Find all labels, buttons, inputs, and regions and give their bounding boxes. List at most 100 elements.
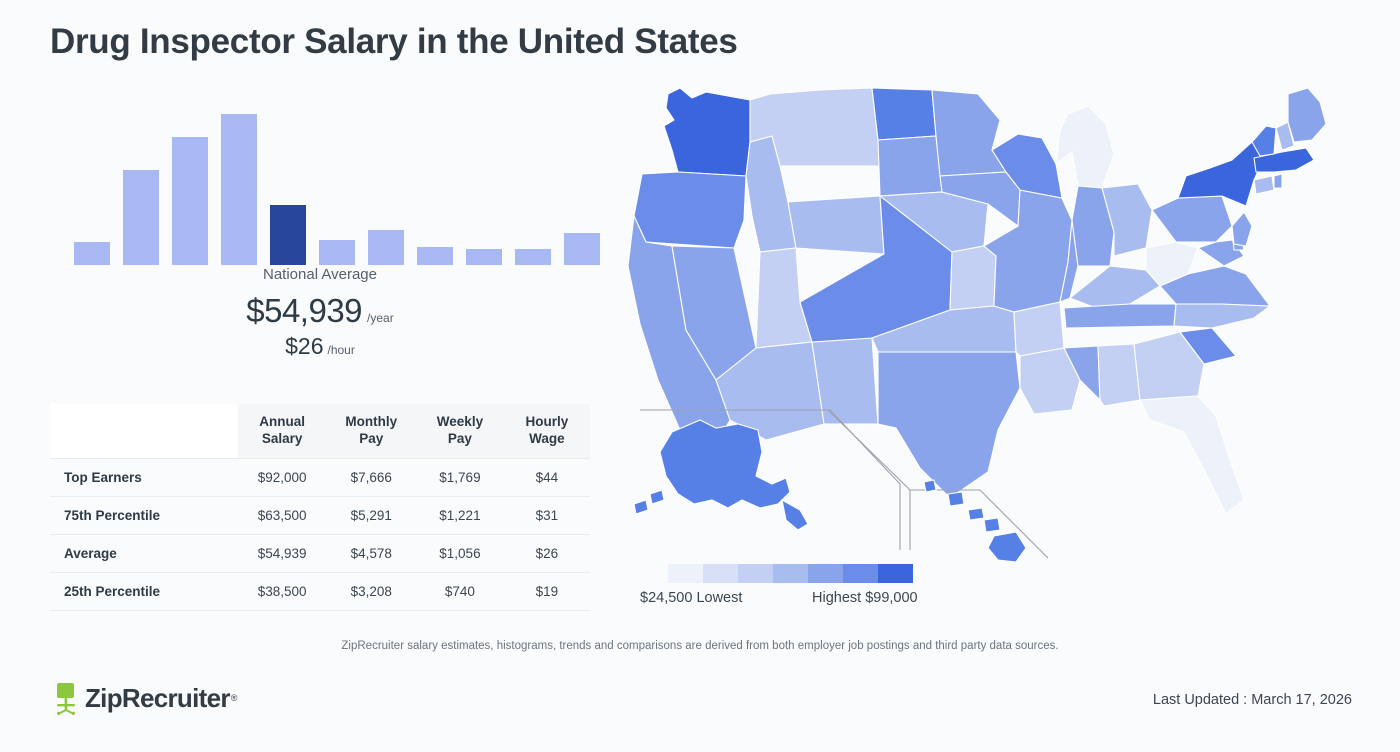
state-hi-oahu[interactable] [947, 491, 965, 507]
state-mi[interactable] [1055, 105, 1115, 189]
table-cell-weekly: $1,769 [416, 457, 504, 497]
ziprecruiter-logo[interactable]: ZipRecruiter ® [52, 681, 237, 715]
table-header-blank [50, 404, 238, 459]
state-wy[interactable] [787, 195, 885, 255]
state-me[interactable] [1287, 87, 1327, 143]
state-sc[interactable] [1178, 327, 1237, 365]
legend-low-label: $24,500 Lowest [640, 590, 743, 606]
table-cell-monthly: $5,291 [326, 496, 417, 535]
table-header-hourly-wage: Hourly Wage [503, 404, 590, 459]
state-hi-bigisland[interactable] [987, 531, 1027, 563]
state-hi-kauai[interactable] [923, 479, 937, 493]
histogram-bar[interactable] [221, 114, 257, 265]
state-ny[interactable] [1177, 141, 1267, 207]
last-updated-label: Last Updated : March 17, 2026 [1152, 692, 1352, 708]
state-mn[interactable] [931, 89, 1007, 177]
average-annual-salary: $54,939/year [50, 292, 590, 330]
legend-swatch [668, 564, 703, 583]
state-ak[interactable] [659, 419, 791, 509]
histogram-bar[interactable] [74, 242, 110, 265]
state-ak-panhandle[interactable] [781, 498, 809, 531]
state-nd[interactable] [871, 87, 937, 141]
salary-histogram [50, 95, 600, 265]
state-nj[interactable] [1231, 211, 1253, 247]
state-pa[interactable] [1151, 195, 1233, 243]
state-va[interactable] [1159, 265, 1272, 307]
table-cell-label: Top Earners [50, 457, 238, 497]
table-cell-monthly: $4,578 [326, 534, 417, 573]
legend-swatch [808, 564, 843, 583]
average-hourly-unit: /hour [327, 343, 355, 357]
histogram-bar[interactable] [417, 247, 453, 265]
state-wa[interactable] [663, 87, 751, 177]
legend-swatch [773, 564, 808, 583]
average-hourly-wage: $26/hour [50, 333, 590, 360]
average-annual-unit: /year [367, 311, 394, 325]
state-ga[interactable] [1133, 331, 1205, 401]
histogram-bar[interactable] [270, 205, 306, 265]
state-ky[interactable] [1068, 265, 1161, 309]
state-tn[interactable] [1063, 303, 1177, 329]
histogram-bar[interactable] [368, 230, 404, 265]
state-nm[interactable] [811, 337, 879, 425]
state-nc[interactable] [1173, 303, 1272, 329]
state-ks[interactable] [949, 245, 997, 311]
office-chair-icon [57, 683, 75, 715]
state-nh[interactable] [1275, 121, 1295, 151]
state-ar[interactable] [1013, 301, 1065, 357]
state-or[interactable] [633, 171, 747, 249]
state-hi-molokai[interactable] [967, 507, 985, 521]
histogram-bar[interactable] [172, 137, 208, 265]
state-fl[interactable] [1139, 395, 1245, 515]
table-cell-annual: $54,939 [237, 534, 327, 573]
inset-box-hawaii [910, 489, 1049, 559]
disclaimer-text: ZipRecruiter salary estimates, histogram… [341, 640, 1059, 652]
table-cell-label: 75th Percentile [50, 496, 238, 535]
table-cell-hourly: $31 [503, 496, 590, 535]
state-sd[interactable] [877, 135, 943, 197]
table-cell-label: 25th Percentile [50, 572, 238, 611]
logo-registered-mark: ® [230, 693, 238, 703]
table-cell-annual: $92,000 [237, 457, 327, 497]
table-cell-weekly: $1,221 [416, 496, 504, 535]
state-hi-maui[interactable] [983, 517, 1001, 533]
table-row: Top Earners $92,000 $7,666 $1,769 $44 [50, 457, 590, 497]
table-cell-weekly: $1,056 [416, 534, 504, 573]
legend-swatch [738, 564, 773, 583]
table-cell-weekly: $740 [416, 572, 504, 611]
table-row: 75th Percentile $63,500 $5,291 $1,221 $31 [50, 496, 590, 535]
salary-summary-panel: National Average $54,939/year $26/hour A… [0, 0, 620, 752]
state-ne[interactable] [878, 191, 989, 253]
state-ut[interactable] [755, 247, 813, 349]
table-cell-monthly: $7,666 [326, 457, 417, 497]
table-row: Average $54,939 $4,578 $1,056 $26 [50, 534, 590, 573]
histogram-bar[interactable] [123, 170, 159, 265]
table-cell-label: Average [50, 534, 238, 573]
histogram-bar[interactable] [564, 233, 600, 265]
us-salary-choropleth-map [620, 80, 1390, 580]
table-cell-annual: $38,500 [237, 572, 327, 611]
state-md[interactable] [1196, 239, 1245, 267]
table-cell-hourly: $44 [503, 457, 590, 497]
state-ct[interactable] [1253, 175, 1275, 195]
page-title: Drug Inspector Salary in the United Stat… [50, 22, 738, 61]
table-row: 25th Percentile $38,500 $3,208 $740 $19 [50, 572, 590, 611]
histogram-bar[interactable] [319, 240, 355, 265]
table-header-annual-salary: Annual Salary [237, 404, 327, 459]
national-average-label: National Average [263, 266, 377, 283]
salary-breakdown-table: Annual Salary Monthly Pay Weekly Pay Hou… [50, 404, 590, 611]
state-tx[interactable] [877, 351, 1021, 499]
map-color-legend [668, 564, 913, 583]
state-vt[interactable] [1251, 125, 1277, 157]
state-ma[interactable] [1253, 147, 1315, 173]
table-cell-annual: $63,500 [237, 496, 327, 535]
state-ak-aleutian-1[interactable] [649, 489, 665, 505]
histogram-bar[interactable] [466, 249, 502, 265]
state-ri[interactable] [1273, 173, 1283, 189]
state-al[interactable] [1097, 343, 1141, 407]
state-wi[interactable] [991, 133, 1063, 199]
state-ak-aleutian-2[interactable] [633, 499, 649, 515]
histogram-bar[interactable] [515, 249, 551, 265]
table-cell-monthly: $3,208 [326, 572, 417, 611]
table-header-weekly-pay: Weekly Pay [416, 404, 504, 459]
